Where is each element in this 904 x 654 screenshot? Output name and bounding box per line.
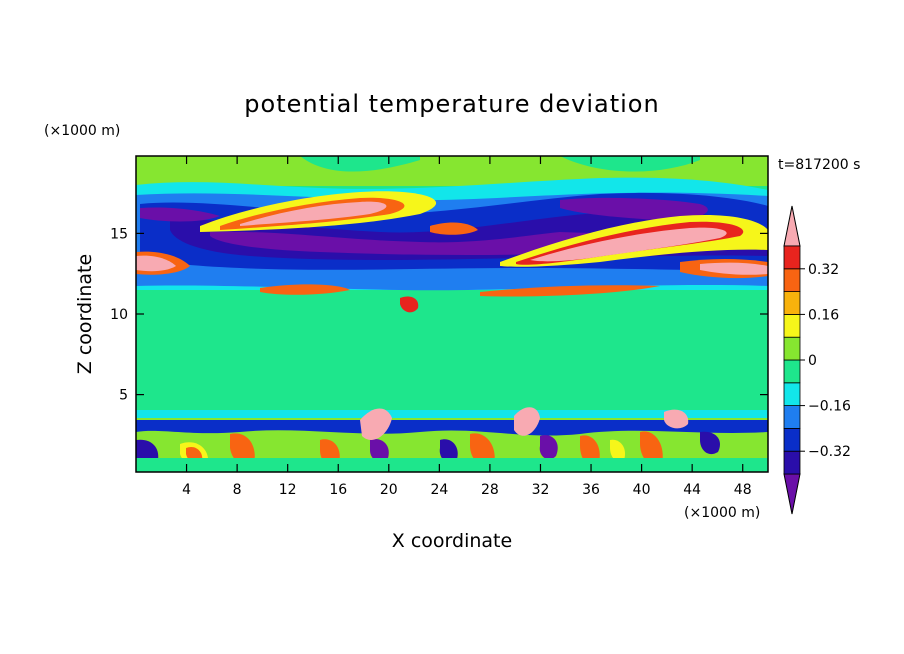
colorbar-tick-label: 0.16 — [808, 307, 839, 323]
colorbar-swatch — [783, 336, 801, 361]
time-label: t=817200 s — [778, 157, 860, 173]
x-tick-label: 36 — [582, 482, 600, 498]
x-tick-label: 24 — [430, 482, 448, 498]
colorbar-swatch — [783, 382, 801, 406]
y-tick-label: 5 — [119, 388, 128, 404]
colorbar-swatch — [783, 450, 801, 475]
colorbar-swatch — [783, 427, 801, 452]
colorbar-arrow-low — [783, 473, 801, 515]
y-unit-label: (×1000 m) — [44, 123, 120, 139]
colorbar-tick-label: 0 — [808, 353, 817, 369]
colorbar-tick-label: −0.32 — [808, 444, 851, 460]
colorbar: 0.32 0.16 0 −0.16 −0.32 — [783, 205, 851, 515]
colorbar-swatch — [783, 313, 801, 338]
x-tick-label: 44 — [683, 482, 701, 498]
contour-field — [136, 156, 768, 472]
x-tick-label: 28 — [481, 482, 499, 498]
x-tick-label: 12 — [279, 482, 297, 498]
colorbar-swatch — [783, 268, 801, 292]
x-axis-label: X coordinate — [392, 530, 512, 552]
colorbar-swatch — [783, 405, 801, 429]
colorbar-swatch — [783, 291, 801, 315]
colorbar-tick-label: −0.16 — [808, 399, 851, 415]
colorbar-swatch — [783, 359, 801, 384]
y-tick-label: 10 — [110, 307, 128, 323]
x-tick-label: 4 — [182, 482, 191, 498]
x-tick-label: 8 — [233, 482, 242, 498]
x-tick-label: 20 — [380, 482, 398, 498]
colorbar-tick-label: 0.32 — [808, 262, 839, 278]
chart-title: potential temperature deviation — [244, 90, 659, 118]
colorbar-swatch — [783, 245, 801, 270]
x-tick-label: 48 — [734, 482, 752, 498]
x-unit-label: (×1000 m) — [684, 505, 760, 521]
colorbar-arrow-high — [783, 205, 801, 247]
x-axis: 4 8 12 16 20 24 28 32 36 40 44 48 — [182, 156, 752, 498]
x-tick-label: 16 — [329, 482, 347, 498]
y-axis-label: Z coordinate — [74, 254, 96, 374]
y-tick-label: 15 — [110, 226, 128, 242]
x-tick-label: 40 — [633, 482, 651, 498]
y-axis: 5 10 15 — [110, 226, 768, 404]
x-tick-label: 32 — [532, 482, 550, 498]
